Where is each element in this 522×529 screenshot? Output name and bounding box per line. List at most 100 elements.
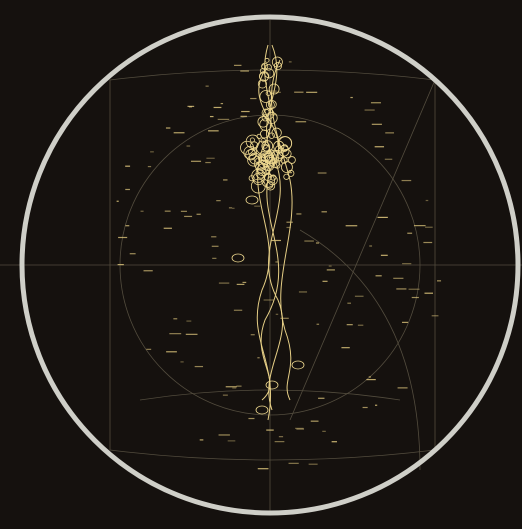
speck [233, 64, 242, 66]
speck [377, 216, 388, 218]
loop [265, 380, 279, 390]
strand [270, 59, 293, 401]
speck [294, 91, 304, 93]
loop [287, 169, 295, 177]
loop [268, 83, 280, 95]
speck [396, 288, 407, 290]
speck [316, 323, 320, 325]
speck [287, 172, 292, 174]
speck [184, 215, 193, 218]
loop [274, 162, 281, 169]
speck [295, 121, 307, 123]
loop [260, 129, 269, 139]
speck [347, 302, 351, 304]
loop [291, 360, 305, 370]
speck [190, 160, 202, 162]
speck [129, 253, 136, 255]
loop [274, 145, 284, 154]
speck [268, 90, 277, 92]
speck [310, 420, 319, 422]
speck [326, 269, 335, 271]
loop [281, 161, 293, 174]
speck [374, 404, 378, 406]
speck [125, 225, 130, 227]
loop [256, 140, 271, 155]
diagonal [289, 79, 436, 421]
speck [236, 283, 245, 286]
speck [208, 130, 219, 132]
loop [270, 174, 277, 181]
speck [117, 263, 124, 266]
loop [259, 71, 269, 82]
speck [218, 282, 230, 284]
speck [173, 318, 178, 320]
loop [257, 79, 267, 89]
loop [248, 175, 255, 182]
speck [322, 430, 326, 432]
loop [261, 173, 276, 188]
speck [369, 245, 373, 247]
speck [143, 270, 153, 272]
speck [248, 417, 255, 420]
speck [228, 207, 233, 209]
speck [146, 348, 152, 350]
speck [296, 213, 302, 215]
speck [266, 429, 274, 431]
speck [211, 245, 219, 247]
speck [304, 240, 314, 242]
loop [250, 178, 266, 194]
speck [257, 468, 269, 470]
speck [278, 436, 284, 438]
speck [384, 158, 393, 160]
speck [241, 110, 250, 113]
speck [173, 132, 185, 134]
speck [217, 118, 230, 121]
speck [425, 226, 433, 228]
speck [250, 334, 255, 336]
loop [265, 90, 271, 96]
speck [187, 105, 195, 107]
loop [265, 181, 276, 191]
speck [211, 236, 217, 238]
loop [264, 68, 275, 79]
speck [331, 441, 337, 443]
speck [232, 207, 235, 209]
speck [222, 394, 228, 396]
loop [255, 405, 269, 415]
speck [411, 296, 419, 299]
speck [140, 210, 144, 212]
loop [245, 195, 259, 205]
speck [257, 357, 260, 359]
speck [424, 292, 434, 294]
loop [262, 144, 270, 152]
speck [397, 387, 408, 389]
speck [196, 213, 201, 215]
speck [186, 320, 192, 322]
loop [263, 160, 275, 172]
speck [345, 225, 358, 227]
speck [169, 333, 182, 335]
loop [257, 116, 269, 128]
speck [150, 151, 154, 153]
speck [385, 132, 395, 134]
loop [245, 134, 260, 149]
speck [242, 281, 247, 284]
speck [205, 85, 209, 87]
speck [368, 376, 371, 378]
speck [393, 277, 404, 279]
speck [341, 347, 350, 349]
speck [328, 265, 332, 267]
speck [116, 200, 119, 202]
speck [346, 324, 353, 326]
loop [263, 108, 275, 120]
loop [260, 152, 271, 162]
speck [315, 242, 320, 244]
strand [266, 44, 283, 411]
speck [263, 299, 274, 301]
loop [248, 148, 256, 156]
loop [280, 144, 289, 152]
speck [163, 227, 172, 229]
loop [263, 151, 277, 165]
speck [270, 239, 281, 242]
loop [247, 154, 260, 167]
